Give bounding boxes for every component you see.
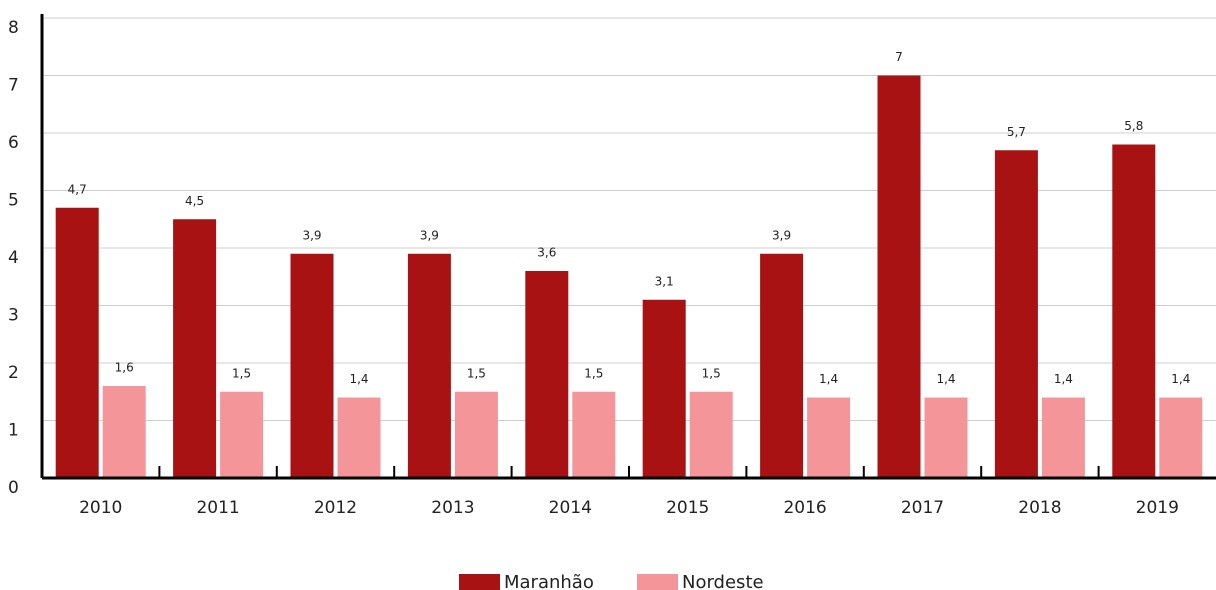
- value-label: 3,6: [537, 246, 556, 260]
- y-tick-label: 1: [8, 421, 19, 441]
- x-tick-label: 2018: [1018, 498, 1061, 518]
- value-label: 7: [895, 50, 903, 64]
- bar: [337, 397, 381, 478]
- value-label: 1,4: [819, 372, 838, 386]
- value-label: 1,5: [467, 366, 486, 380]
- x-tick-label: 2014: [549, 498, 592, 518]
- value-label: 1,4: [1054, 372, 1073, 386]
- value-label: 3,9: [772, 228, 791, 242]
- bar: [220, 391, 264, 478]
- x-tick-label: 2013: [431, 498, 474, 518]
- bar: [994, 150, 1038, 478]
- bar: [572, 391, 616, 478]
- value-label: 1,5: [702, 366, 721, 380]
- bar: [290, 253, 334, 478]
- value-label: 1,5: [232, 366, 251, 380]
- bar: [760, 253, 804, 478]
- x-tick-label: 2011: [196, 498, 239, 518]
- bar: [807, 397, 851, 478]
- legend-label: Nordeste: [682, 572, 764, 590]
- x-tick-label: 2012: [314, 498, 357, 518]
- bar: [173, 219, 217, 478]
- bar: [454, 391, 498, 478]
- value-label: 3,9: [302, 228, 321, 242]
- value-label: 3,1: [655, 274, 674, 288]
- legend-swatch: [637, 574, 678, 590]
- value-label: 3,9: [420, 228, 439, 242]
- bar: [1112, 144, 1156, 478]
- y-tick-label: 8: [8, 18, 19, 38]
- value-label: 1,4: [936, 372, 955, 386]
- bar: [407, 253, 451, 478]
- value-label: 1,4: [1171, 372, 1190, 386]
- bar: [1159, 397, 1203, 478]
- legend-swatch: [459, 574, 500, 590]
- y-tick-label: 2: [8, 363, 19, 383]
- value-label: 5,7: [1007, 125, 1026, 139]
- bar: [924, 397, 968, 478]
- bar: [877, 75, 921, 478]
- value-label: 1,5: [584, 366, 603, 380]
- x-tick-label: 2010: [79, 498, 122, 518]
- value-label: 4,7: [68, 182, 87, 196]
- y-tick-label: 3: [8, 306, 19, 326]
- bar: [642, 299, 686, 478]
- x-tick-label: 2015: [666, 498, 709, 518]
- y-tick-label: 6: [8, 133, 19, 153]
- bar: [525, 271, 569, 478]
- x-tick-label: 2016: [783, 498, 826, 518]
- value-label: 4,5: [185, 194, 204, 208]
- y-tick-label: 7: [8, 76, 19, 96]
- bar: [102, 386, 146, 478]
- x-tick-label: 2019: [1136, 498, 1179, 518]
- legend-label: Maranhão: [504, 572, 594, 590]
- value-label: 1,6: [115, 361, 134, 375]
- value-label: 1,4: [349, 372, 368, 386]
- y-tick-label: 4: [8, 248, 19, 268]
- value-label: 5,8: [1124, 119, 1143, 133]
- y-tick-label: 0: [8, 478, 19, 498]
- bar: [689, 391, 733, 478]
- bar: [55, 207, 99, 478]
- bar: [1041, 397, 1085, 478]
- y-tick-label: 5: [8, 191, 19, 211]
- x-tick-label: 2017: [901, 498, 944, 518]
